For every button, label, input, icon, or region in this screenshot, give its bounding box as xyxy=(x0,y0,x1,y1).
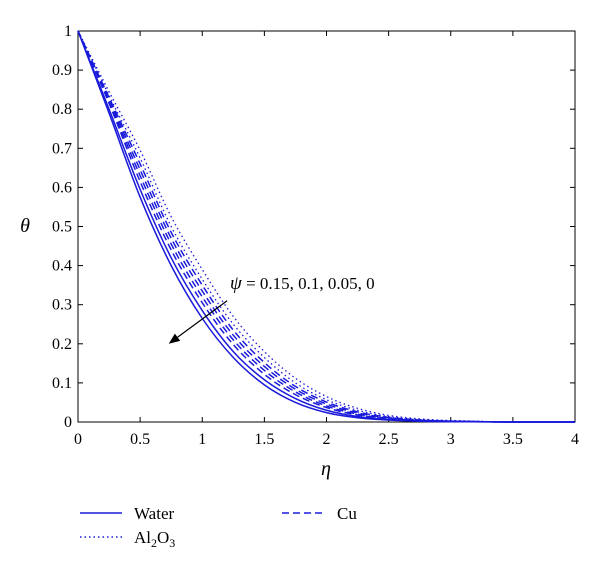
x-tick-label: 0.5 xyxy=(130,431,150,448)
annotation-arrowhead xyxy=(168,333,181,344)
series-line-al2o3-psi-0_15 xyxy=(77,30,576,423)
axis-ticks: 0 0.5 1 1.5 2 2.5 3 3.5 4 0 0.1 0.2 0.3 0.4 0.5 0.6 0.7 0… xyxy=(52,23,579,448)
y-tick-label: 1 xyxy=(64,23,72,40)
y-tick-label: 0.7 xyxy=(52,140,72,157)
y-tick-label: 0.9 xyxy=(52,62,72,79)
annotation-arrow xyxy=(177,300,228,338)
x-tick-label: 1.5 xyxy=(254,431,274,448)
annotation-psi-symbol: ψ xyxy=(230,273,243,294)
x-tick-label: 4 xyxy=(571,431,579,448)
x-tick-label: 3.5 xyxy=(503,431,523,448)
x-axis-label: η xyxy=(321,458,331,480)
x-tick-label: 1 xyxy=(198,431,206,448)
annotation-text: ψ = 0.15, 0.1, 0.05, 0 xyxy=(230,273,375,294)
x-tick-label: 2 xyxy=(323,431,331,448)
x-tick-label: 0 xyxy=(74,431,82,448)
legend-label-al2o3: Al2O3 xyxy=(134,528,175,550)
y-tick-label: 0 xyxy=(64,414,72,431)
y-tick-label: 0.6 xyxy=(52,179,72,196)
legend: Water Cu Al2O3 xyxy=(80,504,357,550)
y-tick-label: 0.4 xyxy=(52,258,72,275)
y-axis-label: θ xyxy=(20,215,30,237)
x-tick-label: 2.5 xyxy=(379,431,399,448)
series-line-water-psi-0 xyxy=(77,30,576,423)
y-tick-label: 0.5 xyxy=(52,219,72,236)
series-line-cu-psi-0_15 xyxy=(77,30,576,423)
legend-al2o3-sub2: 3 xyxy=(169,536,175,550)
legend-al2o3-part2: O xyxy=(157,528,169,547)
series-lines xyxy=(77,30,576,423)
y-tick-label: 0.1 xyxy=(52,375,72,392)
x-tick-label: 3 xyxy=(447,431,455,448)
annotation: ψ = 0.15, 0.1, 0.05, 0 xyxy=(168,273,375,344)
y-tick-label: 0.3 xyxy=(52,297,72,314)
y-tick-label: 0.8 xyxy=(52,101,72,118)
y-tick-label: 0.2 xyxy=(52,336,72,353)
annotation-values: = 0.15, 0.1, 0.05, 0 xyxy=(242,274,375,293)
legend-al2o3-sub1: 2 xyxy=(151,536,157,550)
legend-label-cu: Cu xyxy=(337,504,357,523)
legend-label-water: Water xyxy=(134,504,174,523)
legend-al2o3-part1: Al xyxy=(134,528,151,547)
